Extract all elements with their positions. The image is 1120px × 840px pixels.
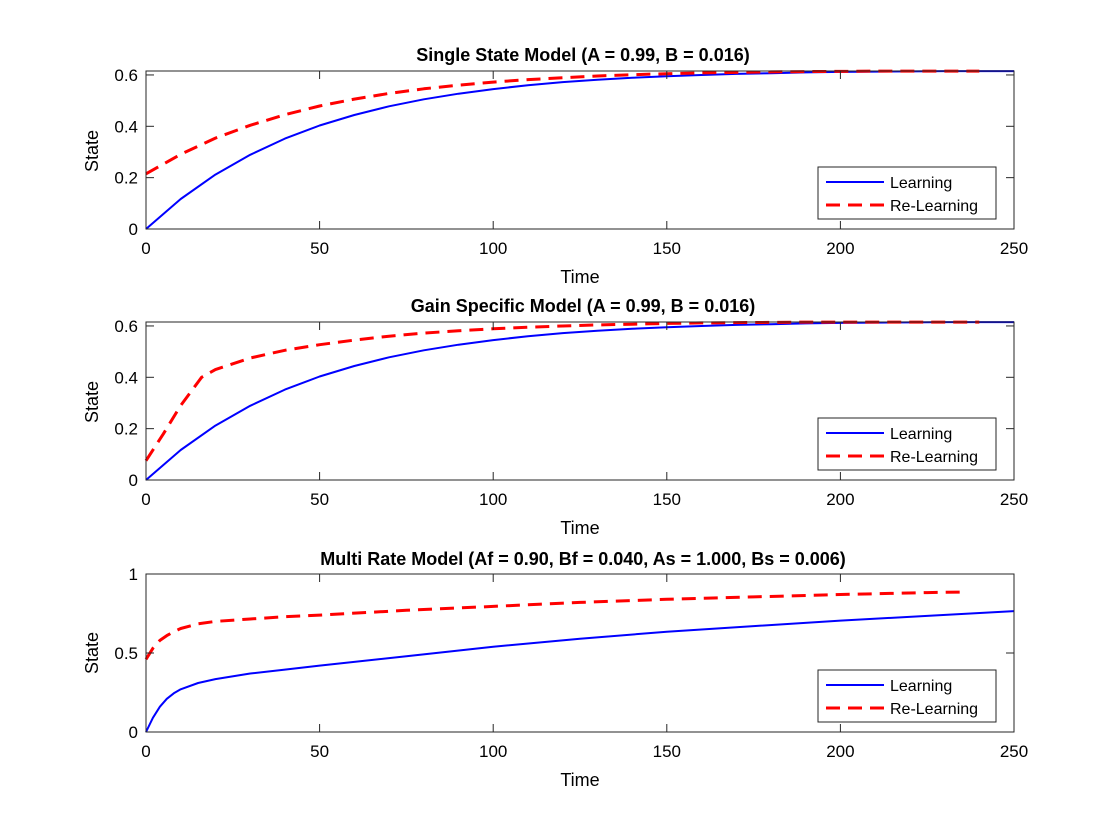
subplot-title: Single State Model (A = 0.99, B = 0.016) [416,45,749,65]
legend-label-relearning: Re-Learning [890,198,978,215]
legend-label-relearning: Re-Learning [890,701,978,718]
x-tick-label: 150 [653,239,681,258]
x-axis-label: Time [560,518,599,538]
y-axis-label: State [82,130,102,172]
legend-label-learning: Learning [890,678,952,695]
plot-area: 0 50 100 150 200 250 0 0.2 0.4 0.6 [114,66,1028,258]
x-tick-label: 0 [141,490,150,509]
x-tick-label: 0 [141,742,150,761]
subplot-title: Multi Rate Model (Af = 0.90, Bf = 0.040,… [320,549,846,569]
y-tick-label: 0.6 [114,317,138,336]
x-axis-label: Time [560,267,599,287]
y-tick-label: 0.4 [114,117,138,136]
x-tick-label: 100 [479,239,507,258]
y-tick-label: 0 [129,471,138,490]
x-tick-label: 150 [653,742,681,761]
subplot-gain-specific: Gain Specific Model (A = 0.99, B = 0.016… [82,296,1028,538]
plot-area: 0 50 100 150 200 250 0 0.5 1 [114,565,1028,761]
y-tick-label: 0 [129,723,138,742]
legend-box [817,417,997,471]
legend: Learning Re-Learning [817,166,997,220]
y-tick-label: 0.6 [114,66,138,85]
y-axis-label: State [82,632,102,674]
x-tick-label: 100 [479,490,507,509]
x-tick-label: 200 [826,239,854,258]
x-tick-label: 250 [1000,239,1028,258]
legend-box [817,669,997,723]
legend-label-learning: Learning [890,426,952,443]
legend-label-learning: Learning [890,175,952,192]
x-tick-label: 200 [826,742,854,761]
series-line-relearning [144,590,966,661]
x-tick-label: 200 [826,490,854,509]
x-tick-label: 150 [653,490,681,509]
x-tick-label: 50 [310,239,329,258]
y-tick-label: 0 [129,220,138,239]
subplot-single-state: Single State Model (A = 0.99, B = 0.016)… [82,45,1028,287]
legend: Learning Re-Learning [817,417,997,471]
x-tick-label: 50 [310,490,329,509]
plot-area: 0 50 100 150 200 250 0 0.2 0.4 0.6 [114,317,1028,509]
y-axis-label: State [82,381,102,423]
x-tick-label: 250 [1000,742,1028,761]
y-tick-label: 0.2 [114,420,138,439]
x-axis-label: Time [560,770,599,790]
legend-box [817,166,997,220]
axes-frame [145,70,1015,230]
subplot-title: Gain Specific Model (A = 0.99, B = 0.016… [411,296,755,316]
y-tick-label: 0.2 [114,169,138,188]
y-tick-label: 1 [129,565,138,584]
subplot-multi-rate: Multi Rate Model (Af = 0.90, Bf = 0.040,… [82,549,1028,790]
axes-frame [145,321,1015,481]
y-tick-label: 0.5 [114,644,138,663]
x-tick-label: 100 [479,742,507,761]
legend-label-relearning: Re-Learning [890,449,978,466]
x-tick-label: 0 [141,239,150,258]
legend: Learning Re-Learning [817,669,997,723]
series-line-learning [145,610,1015,733]
y-tick-label: 0.4 [114,368,138,387]
x-tick-label: 50 [310,742,329,761]
x-tick-label: 250 [1000,490,1028,509]
